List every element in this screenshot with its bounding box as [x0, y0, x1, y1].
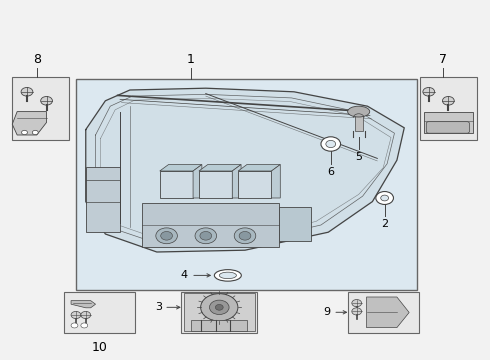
Circle shape	[376, 192, 393, 204]
Circle shape	[41, 96, 52, 105]
Circle shape	[200, 231, 212, 240]
Circle shape	[423, 87, 435, 96]
FancyBboxPatch shape	[426, 122, 469, 133]
Text: 8: 8	[33, 53, 41, 66]
Circle shape	[156, 228, 177, 244]
Text: 1: 1	[187, 53, 195, 66]
Text: 3: 3	[155, 302, 162, 312]
Circle shape	[195, 228, 217, 244]
Circle shape	[32, 130, 38, 135]
FancyBboxPatch shape	[181, 292, 257, 333]
FancyBboxPatch shape	[238, 171, 271, 198]
Circle shape	[201, 294, 238, 321]
FancyBboxPatch shape	[279, 207, 311, 241]
Circle shape	[22, 130, 27, 135]
Polygon shape	[238, 165, 280, 171]
FancyBboxPatch shape	[184, 293, 255, 331]
Text: 4: 4	[180, 270, 188, 280]
Circle shape	[216, 305, 223, 310]
FancyBboxPatch shape	[142, 203, 279, 247]
Circle shape	[21, 87, 33, 96]
Circle shape	[161, 231, 172, 240]
FancyBboxPatch shape	[199, 171, 232, 198]
FancyBboxPatch shape	[12, 77, 69, 140]
Circle shape	[326, 140, 336, 148]
Circle shape	[81, 323, 88, 328]
Ellipse shape	[348, 106, 369, 117]
Text: 2: 2	[381, 219, 388, 229]
Circle shape	[352, 308, 362, 315]
FancyBboxPatch shape	[86, 167, 120, 232]
Polygon shape	[160, 165, 202, 171]
Circle shape	[442, 96, 454, 105]
Ellipse shape	[215, 270, 242, 281]
Polygon shape	[424, 112, 473, 133]
FancyBboxPatch shape	[64, 292, 135, 333]
Text: 6: 6	[327, 167, 334, 177]
Circle shape	[352, 300, 362, 307]
Polygon shape	[12, 112, 47, 135]
Circle shape	[210, 300, 229, 315]
Polygon shape	[367, 297, 409, 328]
Text: 10: 10	[91, 341, 107, 354]
FancyBboxPatch shape	[420, 77, 477, 140]
Circle shape	[234, 228, 256, 244]
Ellipse shape	[220, 272, 237, 279]
FancyBboxPatch shape	[76, 79, 416, 290]
Polygon shape	[355, 112, 363, 131]
Polygon shape	[271, 165, 280, 198]
Circle shape	[321, 137, 341, 151]
FancyBboxPatch shape	[191, 320, 247, 331]
FancyBboxPatch shape	[160, 171, 193, 198]
Polygon shape	[199, 165, 241, 171]
Text: 5: 5	[355, 152, 362, 162]
Polygon shape	[232, 165, 241, 198]
Polygon shape	[86, 88, 404, 252]
Polygon shape	[193, 165, 202, 198]
Circle shape	[81, 311, 91, 319]
Circle shape	[239, 231, 251, 240]
Circle shape	[71, 323, 78, 328]
Text: 7: 7	[440, 53, 447, 66]
FancyBboxPatch shape	[348, 292, 419, 333]
Text: 9: 9	[323, 307, 331, 317]
Circle shape	[381, 195, 389, 201]
Polygon shape	[71, 301, 96, 308]
Circle shape	[71, 311, 81, 319]
